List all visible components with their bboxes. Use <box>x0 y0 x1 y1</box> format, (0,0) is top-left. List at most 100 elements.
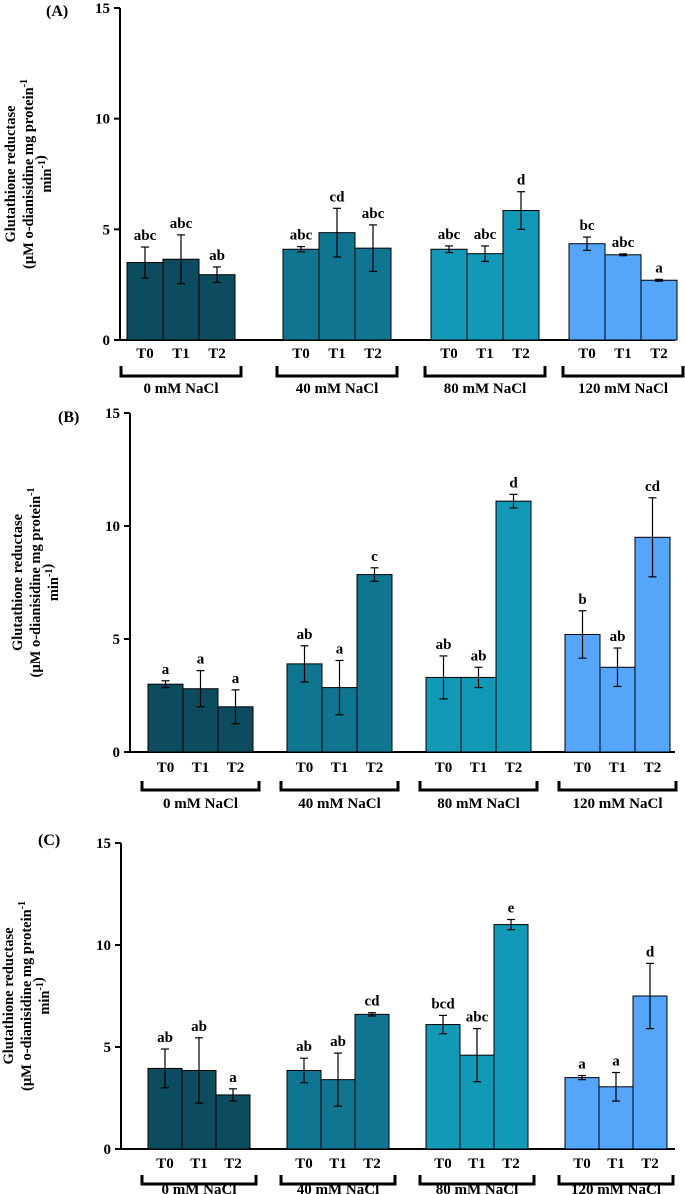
panel-a: (A) Glutathione reductase (µM o-dianisidin… <box>3 1 685 397</box>
label-text: Glutathione reductase <box>3 105 19 243</box>
group-bracket <box>561 366 685 378</box>
treatment-label: T1 <box>192 760 210 776</box>
significance-letter: ab <box>296 1039 312 1055</box>
label-text: (µM o-dianisidine mg protein <box>21 87 37 269</box>
bar <box>640 279 678 341</box>
treatment-label: T0 <box>435 760 453 776</box>
group-bracket <box>140 781 261 792</box>
group-label: 0 mM NaCl <box>144 381 219 397</box>
group-label: 80 mM NaCl <box>437 796 520 812</box>
y-axis-label-line: Glutathione reductase <box>1 927 17 1065</box>
group-label: 40 mM NaCl <box>296 381 379 397</box>
y-axis-label-line: Glutathione reductase <box>3 105 19 243</box>
significance-letter: ab <box>610 629 626 645</box>
significance-letter: c <box>371 549 378 565</box>
significance-letter: abc <box>290 228 313 244</box>
treatment-label: T2 <box>502 1156 520 1172</box>
y-axis-label-line: (µM o-dianisidine mg protein-1 <box>19 79 37 269</box>
group-bracket <box>557 1175 675 1186</box>
significance-letter: ab <box>436 637 452 653</box>
panel-b: (B) Glutathione reductase (µM o-dianisidin… <box>10 406 678 812</box>
bar <box>604 254 642 341</box>
significance-letter: abc <box>438 227 461 243</box>
significance-letter: bcd <box>431 996 455 1012</box>
y-tick-label: 0 <box>104 1142 112 1158</box>
significance-letter: a <box>612 1054 620 1070</box>
group-label: 40 mM NaCl <box>297 1182 380 1194</box>
treatment-label: T1 <box>609 760 627 776</box>
superscript: -1 <box>17 901 28 909</box>
treatment-label: T1 <box>172 346 190 362</box>
significance-letter: ab <box>157 1030 173 1046</box>
bar <box>282 248 320 341</box>
y-tick-label: 0 <box>113 745 121 761</box>
bar <box>466 253 504 341</box>
y-tick-label: 15 <box>96 836 111 852</box>
treatment-label: T0 <box>292 346 310 362</box>
significance-letter: d <box>646 944 655 960</box>
significance-letter: ab <box>471 648 487 664</box>
panel-label: (A) <box>46 3 68 20</box>
bar <box>430 248 468 341</box>
group-bracket <box>275 366 399 378</box>
superscript: -1 <box>37 160 48 168</box>
y-axis-label: Glutathione reductase (µM o-dianisidine m… <box>10 487 62 677</box>
panel-c: (C) Glutathione reductase (µM o-dianisidin… <box>1 832 675 1194</box>
significance-letter: a <box>162 662 170 678</box>
treatment-label: T2 <box>644 760 662 776</box>
label-text: Glutathione reductase <box>1 927 17 1065</box>
superscript: -1 <box>19 79 30 87</box>
panel-label: (C) <box>38 832 60 849</box>
group-bracket <box>279 781 400 792</box>
treatment-label: T1 <box>328 346 346 362</box>
treatment-label: T2 <box>505 760 523 776</box>
treatment-label: T1 <box>190 1156 208 1172</box>
bar <box>564 1077 600 1150</box>
significance-letter: cd <box>645 479 661 495</box>
significance-letter: b <box>578 592 586 608</box>
treatment-label: T0 <box>156 1156 174 1172</box>
group-label: 120 mM NaCl <box>578 381 668 397</box>
y-axis-label: Glutathione reductase (µM o-dianisidine m… <box>1 901 53 1091</box>
y-tick-label: 10 <box>95 112 110 128</box>
treatment-label: T2 <box>512 346 530 362</box>
treatment-label: T1 <box>607 1156 625 1172</box>
y-axis-label-line: (µM o-dianisidine mg protein-1 <box>17 901 35 1091</box>
bar <box>493 924 529 1150</box>
bar <box>354 1013 390 1150</box>
group-label: 0 mM NaCl <box>163 796 238 812</box>
treatment-label: T2 <box>650 346 668 362</box>
significance-letter: d <box>517 173 526 189</box>
significance-letter: abc <box>134 228 157 244</box>
treatment-label: T2 <box>364 346 382 362</box>
significance-letter: abc <box>474 227 497 243</box>
y-tick-label: 10 <box>105 519 120 535</box>
y-tick-label: 15 <box>105 406 120 422</box>
significance-letter: abc <box>612 235 635 251</box>
y-axis-label-line: Glutathione reductase <box>10 513 26 651</box>
significance-letter: ab <box>209 248 225 264</box>
significance-letter: a <box>655 260 663 276</box>
significance-letter: d <box>509 475 518 491</box>
treatment-label: T1 <box>329 1156 347 1172</box>
superscript: -1 <box>44 569 55 577</box>
label-text: Glutathione reductase <box>10 513 26 651</box>
y-axis-label-line: min-1) <box>31 977 53 1015</box>
significance-letter: a <box>197 652 205 668</box>
significance-letter: a <box>578 1057 586 1073</box>
significance-letter: ab <box>297 627 313 643</box>
label-text: min <box>39 169 55 193</box>
treatment-label: T1 <box>468 1156 486 1172</box>
significance-letter: cd <box>365 994 381 1010</box>
significance-letter: abc <box>466 1010 489 1026</box>
y-tick-label: 5 <box>113 632 121 648</box>
significance-letter: a <box>336 641 344 657</box>
y-tick-label: 15 <box>95 1 110 17</box>
treatment-label: T2 <box>227 760 245 776</box>
treatment-label: T1 <box>331 760 349 776</box>
treatment-label: T0 <box>574 760 592 776</box>
y-tick-label: 5 <box>104 1040 112 1056</box>
treatment-label: T0 <box>440 346 458 362</box>
y-tick-label: 5 <box>103 222 111 238</box>
